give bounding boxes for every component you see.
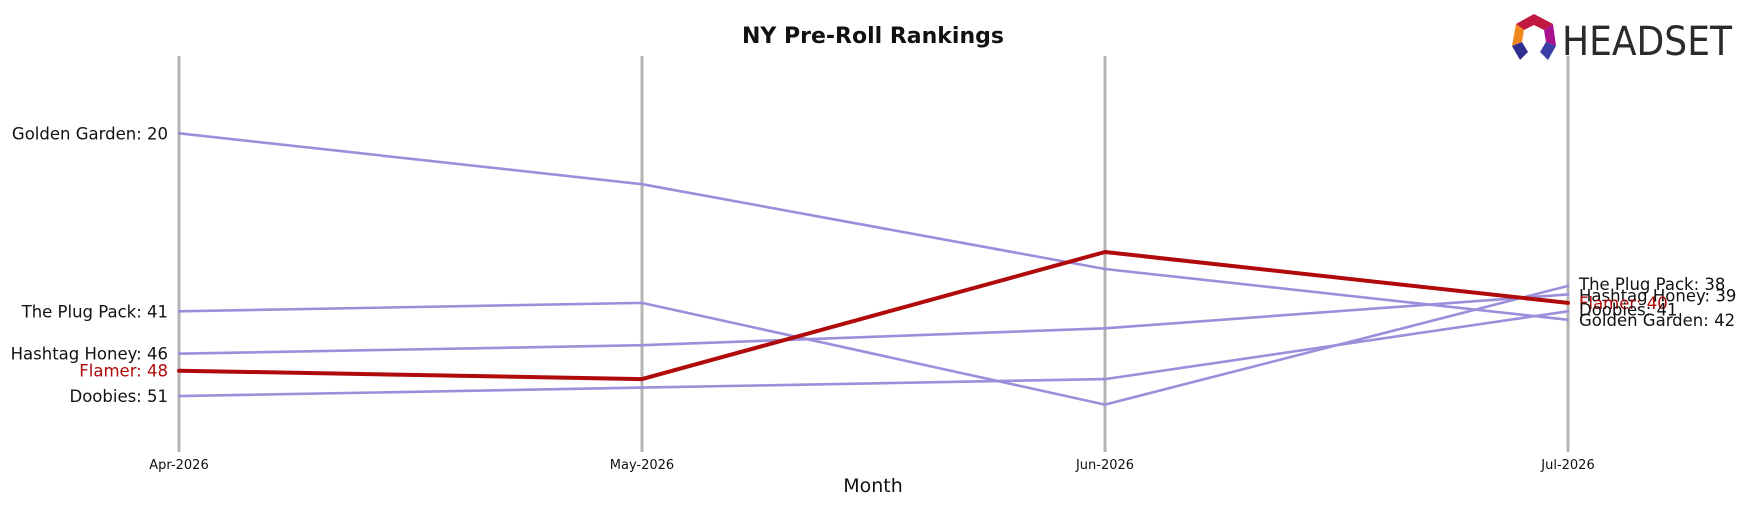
series-lines	[177, 132, 1570, 406]
chart-title: NY Pre-Roll Rankings	[742, 24, 1004, 49]
start-labels: Golden Garden: 20 The Plug Pack: 41 Hashta…	[11, 124, 168, 406]
series-line-golden-garden	[177, 132, 1570, 322]
end-label-golden-garden: Golden Garden: 42	[1579, 311, 1735, 330]
end-label-flamer: Flamer: 40	[1579, 294, 1668, 313]
x-tick-jul-2026: Jul-2026	[1540, 458, 1594, 473]
end-label-the-plug-pack: The Plug Pack: 38	[1578, 275, 1725, 294]
x-axis-label: Month	[843, 475, 903, 497]
end-labels: Golden Garden: 42 The Plug Pack: 38Hashta…	[1578, 275, 1736, 330]
x-tick-labels: Apr-2026 May-2026 Jun-2026 Jul-2026	[149, 458, 1594, 473]
headset-logo-icon	[1512, 14, 1556, 60]
x-tick-may-2026: May-2026	[610, 458, 674, 473]
start-label-hashtag-honey: Hashtag Honey: 46	[11, 345, 168, 364]
headset-logo: HEADSET	[1512, 14, 1732, 65]
series-line-the-plug-pack	[177, 284, 1570, 406]
start-label-the-plug-pack: The Plug Pack: 41	[21, 302, 168, 321]
start-label-flamer: Flamer: 48	[79, 362, 168, 381]
x-tick-apr-2026: Apr-2026	[149, 458, 208, 473]
series-line-hashtag-honey	[177, 293, 1570, 356]
headset-logo-text: HEADSET	[1562, 19, 1732, 65]
series-line-doobies	[177, 309, 1570, 398]
end-label-doobies: Doobies: 41	[1579, 300, 1678, 319]
end-label-hashtag-honey: Hashtag Honey: 39	[1579, 286, 1736, 305]
x-tick-jun-2026: Jun-2026	[1075, 458, 1134, 473]
start-label-golden-garden: Golden Garden: 20	[12, 124, 168, 143]
series-line-flamer	[177, 250, 1570, 382]
start-label-doobies: Doobies: 51	[69, 387, 168, 406]
